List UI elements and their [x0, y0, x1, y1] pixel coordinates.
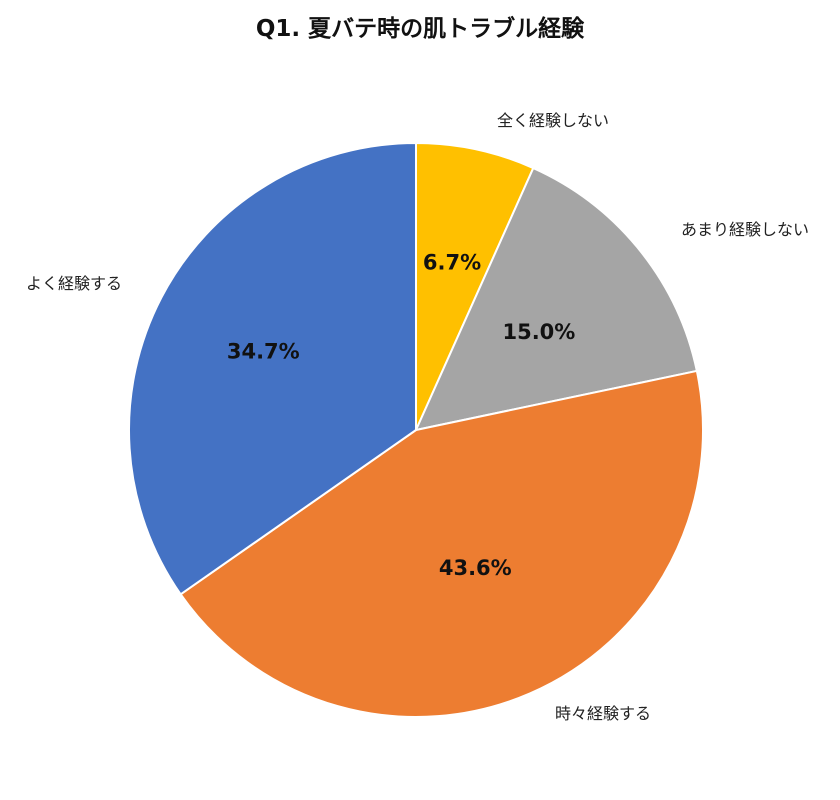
percentage-labels: 6.7% 15.0% 43.6% 34.7% — [227, 251, 575, 580]
chart-title: Q1. 夏バテ時の肌トラブル経験 — [256, 15, 585, 42]
pie-slices — [128, 141, 704, 718]
category-label: 時々経験する — [555, 704, 651, 723]
category-label: 全く経験しない — [497, 111, 609, 130]
percentage-label: 34.7% — [227, 339, 300, 363]
percentage-label: 15.0% — [502, 320, 575, 344]
percentage-label: 6.7% — [423, 251, 481, 275]
percentage-label: 43.6% — [439, 556, 512, 580]
pie-slice — [179, 369, 704, 718]
category-label: よく経験する — [26, 274, 122, 293]
pie-slice — [415, 141, 535, 431]
category-label: あまり経験しない — [681, 220, 809, 239]
pie-slice — [414, 166, 699, 432]
pie-slice — [128, 141, 417, 596]
